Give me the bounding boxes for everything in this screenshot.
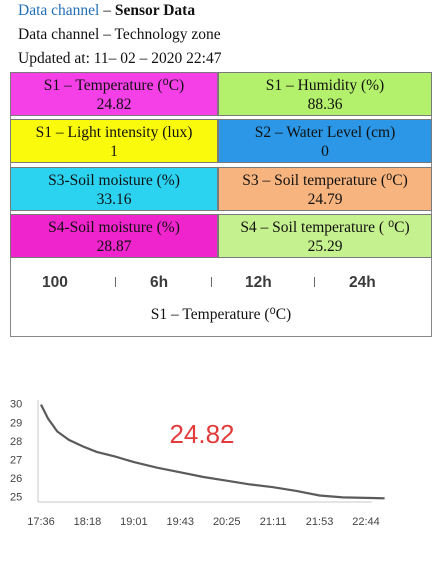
tile-s1-humidity[interactable]: S1 – Humidity (%) 88.36 [218,72,432,116]
temperature-line-chart: 25 26 27 28 29 30 17:36 18:18 19:01 19:43 20:25 21… [10,399,385,528]
tile-s2-water-level[interactable]: S2 – Water Level (cm) 0 [218,119,432,163]
x-tick-label: 20:25 [213,516,241,528]
tile-label: S1 – Temperature (⁰C) [43,77,185,94]
tile-label: S4 – Soil temperature ( ⁰C) [240,219,410,236]
tab-divider [314,277,315,287]
tab-24h[interactable]: 24h [349,274,376,291]
y-tick-label: 30 [10,399,22,411]
y-tick-label: 29 [10,417,22,429]
tile-value: 88.36 [307,96,343,113]
x-tick-label: 19:43 [167,516,195,528]
x-tick-label: 21:53 [306,516,334,528]
data-channel-link[interactable]: Data channel [18,2,100,19]
tile-value: 28.87 [96,238,132,255]
tab-12h[interactable]: 12h [245,274,272,291]
y-tick-label: 28 [10,436,22,448]
y-tick-label: 27 [10,454,22,466]
current-value-readout: 24.82 [169,419,234,449]
y-tick-label: 25 [10,491,22,503]
tile-value: 24.79 [307,191,343,208]
tile-s3-soil-moisture[interactable]: S3-Soil moisture (%) 33.16 [10,167,218,211]
x-tick-label: 18:18 [74,516,102,528]
tile-value: 25.29 [307,238,343,255]
tab-divider [115,277,116,287]
tile-value: 33.16 [96,191,132,208]
tile-s4-soil-moisture[interactable]: S4-Soil moisture (%) 28.87 [10,214,218,258]
y-tick-label: 26 [10,473,22,485]
tile-label: S3-Soil moisture (%) [48,172,180,189]
tile-label: S2 – Water Level (cm) [254,124,396,141]
temperature-series-line [40,404,385,500]
tile-value: 1 [110,143,118,160]
x-tick-label: 22:44 [352,516,380,528]
tile-label: S1 – Humidity (%) [265,77,385,94]
tab-divider [211,277,212,287]
updated-timestamp: Updated at: 11– 02 – 2020 22:47 [18,50,222,67]
title-separator: – [99,2,115,19]
tab-100[interactable]: 100 [42,274,68,291]
tile-s3-soil-temperature[interactable]: S3 – Soil temperature (⁰C) 24.79 [218,167,432,211]
tile-value: 0 [321,143,329,160]
tile-s4-soil-temperature[interactable]: S4 – Soil temperature ( ⁰C) 25.29 [218,214,432,258]
channel-subtitle: Data channel – Technology zone [18,26,221,43]
tile-label: S4-Soil moisture (%) [48,219,180,236]
tile-s1-light-intensity[interactable]: S1 – Light intensity (lux) 1 [10,119,218,163]
header-title-line: Data channel – Sensor Data [18,1,195,21]
tile-label: S1 – Light intensity (lux) [35,124,193,141]
tab-6h[interactable]: 6h [150,274,169,291]
tile-label: S3 – Soil temperature (⁰C) [242,172,408,189]
tile-s1-temperature[interactable]: S1 – Temperature (⁰C) 24.82 [10,72,218,116]
x-tick-label: 19:01 [120,516,148,528]
report-header: Data channel – Sensor Data Data channel … [10,0,432,72]
x-tick-label: 21:11 [260,516,287,528]
tile-value: 24.82 [96,96,132,113]
selected-sensor-label: S1 – Temperature (⁰C) [150,306,292,323]
page-title: Sensor Data [114,2,196,19]
time-range-tabs: 100 6h 12h 24h [10,265,432,303]
x-tick-label: 17:36 [27,516,55,528]
